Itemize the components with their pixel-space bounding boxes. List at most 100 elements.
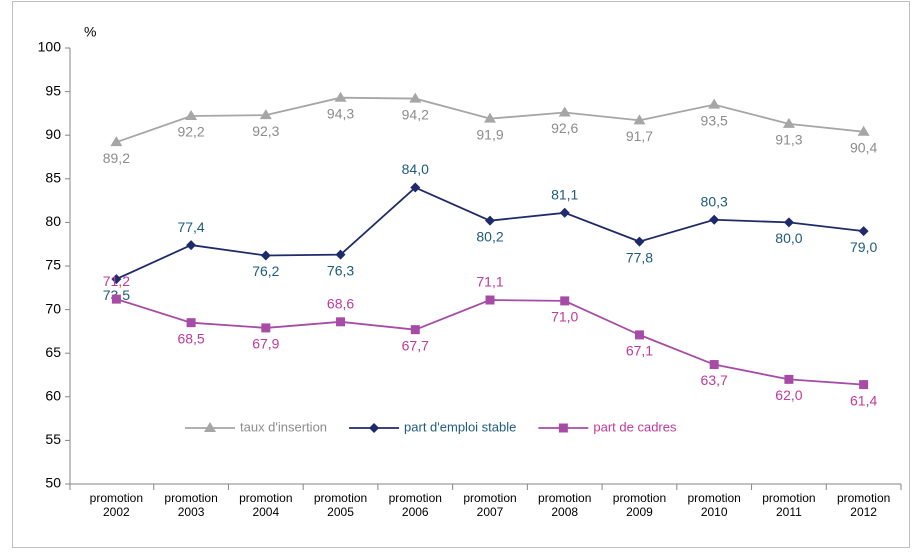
data-label: 76,3 <box>327 262 354 278</box>
marker <box>708 98 721 109</box>
x-tick-label: promotion 2007 <box>463 491 517 519</box>
marker <box>185 110 198 121</box>
series: 73,577,476,276,384,080,281,177,880,380,0… <box>103 161 878 303</box>
y-axis-label: % <box>84 24 96 40</box>
y-tick-label: 85 <box>45 170 61 186</box>
legend-label: taux d'insertion <box>240 419 327 434</box>
marker <box>857 125 870 136</box>
marker <box>859 380 869 390</box>
legend: taux d'insertion part d'emploi stable part… <box>185 419 677 434</box>
data-label: 92,3 <box>252 123 279 139</box>
data-label: 61,4 <box>850 392 877 408</box>
data-label: 71,0 <box>551 309 578 325</box>
marker <box>858 226 869 237</box>
data-label: 67,7 <box>402 337 429 353</box>
y-tick-label: 90 <box>45 126 61 142</box>
data-label: 91,9 <box>476 126 503 142</box>
y-tick-label: 95 <box>45 82 61 98</box>
data-label: 68,6 <box>327 296 354 312</box>
marker <box>111 294 121 304</box>
data-label: 76,2 <box>252 263 279 279</box>
x-tick-label: promotion 2011 <box>762 491 816 519</box>
marker <box>485 215 495 226</box>
y-tick-label: 65 <box>45 344 61 360</box>
marker <box>784 374 794 384</box>
marker <box>186 318 196 328</box>
data-label: 79,0 <box>850 239 877 255</box>
data-label: 67,1 <box>626 343 653 359</box>
data-label: 68,5 <box>177 330 204 346</box>
data-label: 84,0 <box>402 161 429 177</box>
data-label: 71,1 <box>476 274 503 290</box>
series: 89,2 92,2 92,3 94,3 94,2 91,9 92,6 91,7 93,5 91,3… <box>103 91 877 166</box>
marker <box>633 114 646 125</box>
marker <box>634 330 644 340</box>
marker <box>186 240 197 251</box>
marker <box>709 214 720 225</box>
data-label: 91,7 <box>626 128 653 144</box>
data-label: 94,3 <box>327 105 354 121</box>
marker <box>336 317 346 327</box>
marker <box>484 112 496 123</box>
marker <box>558 423 568 433</box>
y-tick-label: 55 <box>45 431 61 447</box>
x-tick-label: promotion 2012 <box>836 491 891 519</box>
legend-label: part d'emploi stable <box>404 419 516 434</box>
y-tick-label: 50 <box>45 475 61 491</box>
series: 71,2 68,5 67,9 68,6 67,7 71,1 71,0 67,1 63,7 62,0… <box>103 273 878 408</box>
marker <box>559 207 570 218</box>
marker <box>782 117 795 128</box>
data-label: 80,0 <box>775 230 802 246</box>
data-label: 81,1 <box>551 187 578 203</box>
y-tick-label: 80 <box>45 213 61 229</box>
marker <box>709 360 719 370</box>
marker <box>634 236 645 247</box>
marker <box>259 109 272 120</box>
marker <box>111 274 122 285</box>
data-label: 77,4 <box>177 219 204 235</box>
y-tick-label: 100 <box>38 39 62 55</box>
data-label: 71,2 <box>103 273 130 289</box>
data-label: 62,0 <box>775 387 802 403</box>
marker <box>783 217 794 228</box>
data-label: 92,6 <box>551 120 578 136</box>
y-tick-label: 75 <box>45 257 61 273</box>
data-label: 89,2 <box>103 150 130 166</box>
data-label: 90,4 <box>850 139 877 155</box>
x-tick-label: promotion 2010 <box>687 491 741 519</box>
data-label: 80,2 <box>476 228 503 244</box>
x-tick-label: promotion 2005 <box>313 491 368 519</box>
marker <box>334 91 347 102</box>
data-label: 80,3 <box>701 193 728 209</box>
marker <box>558 106 571 117</box>
y-tick-label: 70 <box>45 300 61 316</box>
marker <box>261 323 271 333</box>
marker <box>369 423 380 433</box>
chart-frame <box>12 1 910 548</box>
data-label: 91,3 <box>775 132 802 148</box>
x-tick-label: promotion 2004 <box>239 491 293 519</box>
marker <box>410 182 421 193</box>
marker <box>410 325 420 335</box>
marker <box>409 92 422 103</box>
marker <box>110 136 123 147</box>
y-tick-label: 60 <box>45 388 61 404</box>
data-label: 94,2 <box>402 106 429 122</box>
data-label: 67,9 <box>252 336 279 352</box>
marker <box>560 296 570 306</box>
data-label: 92,2 <box>177 124 204 140</box>
marker <box>485 295 495 305</box>
legend-label: part de cadres <box>593 419 677 434</box>
data-label: 77,8 <box>626 249 653 265</box>
data-label: 63,7 <box>701 372 728 388</box>
x-tick-label: promotion 2006 <box>388 491 442 519</box>
x-tick-label: promotion 2008 <box>538 491 592 519</box>
data-label: 93,5 <box>701 112 728 128</box>
x-tick-label: promotion 2002 <box>89 491 144 519</box>
marker <box>260 250 271 261</box>
marker <box>335 249 346 260</box>
marker <box>204 422 216 432</box>
x-tick-label: promotion 2003 <box>164 491 218 519</box>
